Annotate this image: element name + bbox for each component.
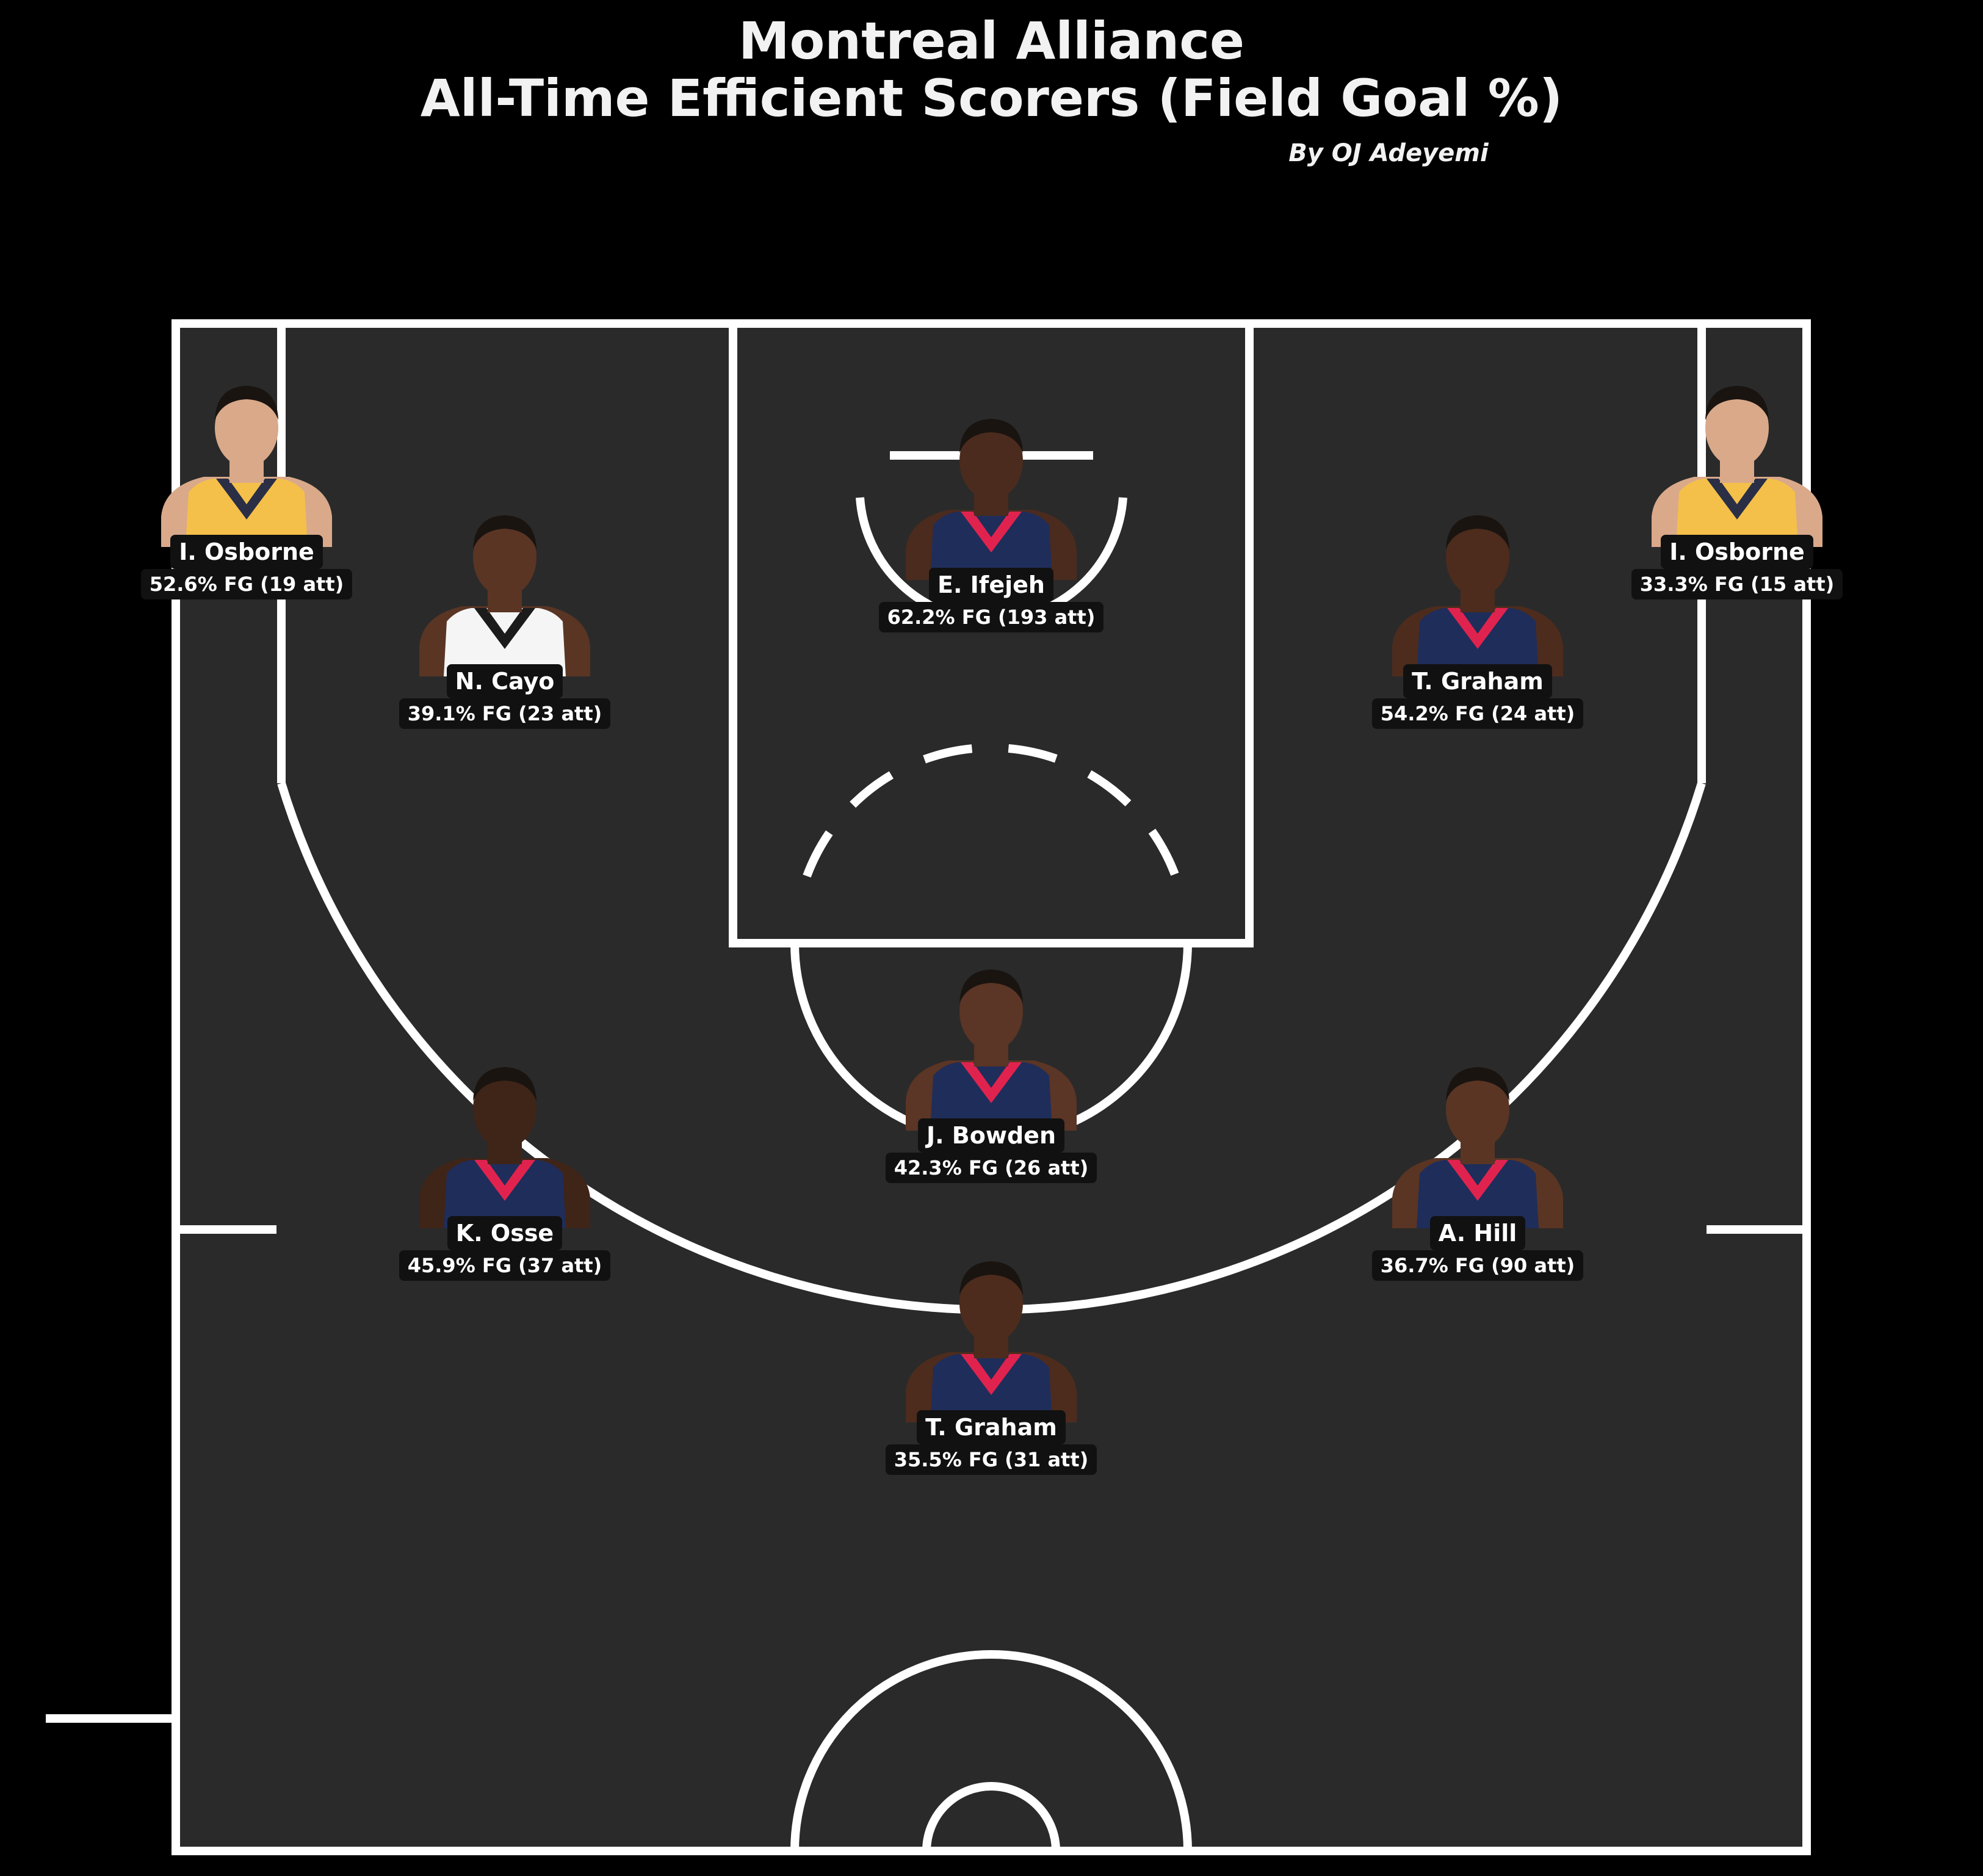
player-photo [900,1251,1083,1422]
player-name-label: I. Osborne [1639,535,1835,569]
player-photo [413,505,596,676]
player-stat-label: 36.7% FG (90 att) [1343,1250,1612,1281]
player-photo [155,376,338,547]
player-stat-label: 52.6% FG (19 att) [112,569,381,599]
player-photo [1645,376,1829,547]
player-stat-label: 42.3% FG (26 att) [857,1153,1125,1183]
author-byline: By OJ Adeyemi [1288,139,1489,167]
player-name: J. Bowden [917,1118,1064,1153]
player-name-label: T. Graham [894,1410,1089,1444]
player-stat-label: 39.1% FG (23 att) [370,698,639,729]
player-fg-stat: 52.6% FG (19 att) [140,569,353,599]
player-fg-stat: 45.9% FG (37 att) [399,1250,611,1281]
player-name-label: A. Hill [1380,1216,1575,1250]
player-name: I. Osborne [170,535,323,569]
player-stat-label: 33.3% FG (15 att) [1603,569,1871,599]
player-name: N. Cayo [446,664,563,698]
player-fg-stat: 42.3% FG (26 att) [885,1153,1097,1183]
player-stat-label: 62.2% FG (193 att) [857,602,1125,632]
player-fg-stat: 62.2% FG (193 att) [878,602,1104,632]
player-stat-label: 54.2% FG (24 att) [1343,698,1612,729]
player-name-label: E. Ifejeh [894,568,1089,602]
player-fg-stat: 54.2% FG (24 att) [1371,698,1584,729]
player-name: I. Osborne [1661,535,1813,569]
player-stat-label: 45.9% FG (37 att) [370,1250,639,1281]
player-name-label: J. Bowden [894,1118,1089,1153]
player-name: A. Hill [1429,1216,1526,1250]
player-fg-stat: 39.1% FG (23 att) [399,698,611,729]
player-fg-stat: 35.5% FG (31 att) [885,1444,1097,1475]
player-fg-stat: 33.3% FG (15 att) [1631,569,1843,599]
player-photo [413,1057,596,1228]
player-name-label: I. Osborne [149,535,344,569]
player-photo [900,409,1083,580]
player-stat-label: 35.5% FG (31 att) [857,1444,1125,1475]
center-circle-inner [922,1782,1060,1852]
player-name-label: K. Osse [407,1216,602,1250]
player-photo [900,960,1083,1131]
chart-title-subtitle: All-Time Efficient Scorers (Field Goal %… [420,68,1563,128]
paint [729,319,1254,947]
player-name: T. Graham [917,1410,1066,1444]
player-name: T. Graham [1403,664,1552,698]
player-name-label: T. Graham [1380,664,1575,698]
player-photo [1386,1057,1569,1228]
player-name: E. Ifejeh [929,568,1053,602]
player-name-label: N. Cayo [407,664,602,698]
chart-title-team: Montreal Alliance [738,11,1244,71]
player-name: K. Osse [447,1216,563,1250]
player-photo [1386,505,1569,676]
player-fg-stat: 36.7% FG (90 att) [1371,1250,1584,1281]
center-circle-outer [790,1650,1192,1852]
